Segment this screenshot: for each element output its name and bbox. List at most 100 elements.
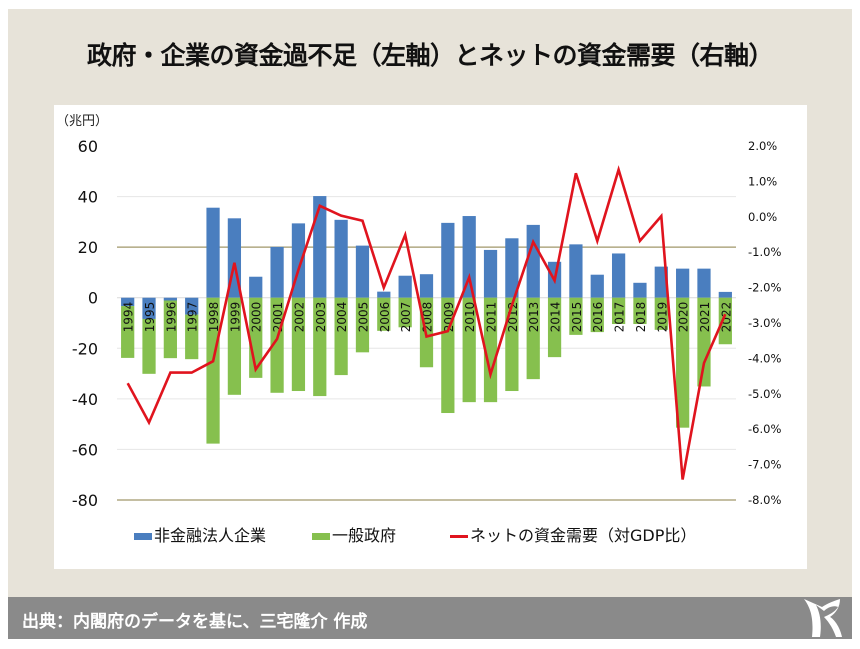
legend-item: 一般政府 bbox=[312, 526, 396, 545]
right-tick-label: -2.0% bbox=[748, 281, 781, 295]
net-demand-line bbox=[126, 165, 727, 480]
bar-corporate bbox=[249, 276, 263, 298]
chart-area: 1994 1995 1996 1997 1998 1999 2000 2001 2002 2003… bbox=[54, 105, 807, 569]
bar-corporate bbox=[505, 238, 519, 298]
bar-corporate bbox=[355, 245, 370, 298]
bar-government bbox=[355, 297, 370, 353]
bar-corporate bbox=[270, 246, 284, 298]
bar-government bbox=[163, 300, 177, 359]
bar-corporate bbox=[334, 219, 348, 298]
x-tick-label: 2011 bbox=[485, 302, 499, 333]
legend-item: 非金融法人企業 bbox=[134, 526, 266, 545]
bar-corporate bbox=[718, 291, 732, 298]
x-tick-label: 2003 bbox=[314, 302, 328, 333]
left-axis-ticks: 60 40 20 0 -20 -40 -60 -80 bbox=[72, 137, 98, 510]
bar-corporate bbox=[654, 266, 668, 298]
bar-government bbox=[569, 297, 583, 335]
monogram-logo-icon bbox=[804, 599, 842, 637]
x-tick-label: 2021 bbox=[698, 302, 712, 333]
bar-corporate bbox=[206, 207, 220, 298]
x-tick-label: 2022 bbox=[719, 302, 733, 333]
x-tick-label: 2020 bbox=[677, 302, 691, 333]
x-tick-label: 2014 bbox=[549, 302, 563, 333]
bar-government bbox=[185, 314, 199, 360]
left-tick-label: -20 bbox=[72, 339, 98, 358]
legend-item: ネットの資金需要（対GDP比） bbox=[450, 526, 696, 545]
bar-corporate bbox=[676, 268, 690, 298]
bar-government bbox=[590, 297, 604, 333]
source-credit: 出典：内閣府のデータを基に、三宅隆介 作成 bbox=[22, 612, 368, 632]
x-tick-label: 2016 bbox=[591, 302, 605, 333]
bar-government bbox=[206, 297, 220, 444]
left-tick-label: -40 bbox=[72, 390, 98, 409]
x-tick-label: 1995 bbox=[143, 302, 157, 333]
bar-government bbox=[505, 297, 519, 392]
x-tick-label: 2004 bbox=[335, 302, 349, 333]
bar-corporate bbox=[313, 196, 327, 298]
x-tick-label: 2013 bbox=[527, 302, 541, 333]
x-tick-label: 1996 bbox=[164, 302, 178, 333]
bar-corporate bbox=[377, 291, 391, 298]
left-tick-label: 0 bbox=[88, 289, 98, 308]
x-tick-label: 2007 bbox=[399, 302, 413, 333]
left-tick-label: 60 bbox=[78, 137, 98, 156]
bar-corporate bbox=[590, 274, 604, 298]
bar-government bbox=[291, 297, 306, 392]
x-tick-label: 1999 bbox=[228, 302, 242, 333]
bar-government bbox=[483, 297, 498, 403]
bar-government bbox=[697, 297, 711, 387]
right-tick-label: -1.0% bbox=[748, 245, 781, 259]
right-tick-label: 2.0% bbox=[748, 139, 777, 153]
legend-label: ネットの資金需要（対GDP比） bbox=[470, 526, 696, 545]
x-tick-label: 2000 bbox=[250, 302, 264, 333]
bar-government bbox=[526, 297, 540, 380]
y-axis-label: （兆円） bbox=[56, 114, 108, 129]
right-tick-label: -3.0% bbox=[748, 316, 781, 330]
x-tick-label: 2002 bbox=[292, 302, 306, 333]
bar-corporate bbox=[483, 249, 498, 298]
left-tick-label: 40 bbox=[78, 188, 98, 207]
bar-government bbox=[121, 306, 135, 358]
x-tick-labels: 1994 1995 1996 1997 1998 1999 2000 2001 2002 2003… bbox=[122, 302, 734, 333]
bar-corporate bbox=[163, 297, 177, 301]
legend-swatch bbox=[450, 535, 468, 538]
legend-label: 一般政府 bbox=[332, 526, 396, 545]
bar-government bbox=[398, 297, 412, 328]
bar-corporate bbox=[569, 244, 583, 298]
bar-government bbox=[676, 297, 690, 428]
left-tick-label: -80 bbox=[72, 491, 98, 510]
right-tick-label: -4.0% bbox=[748, 351, 781, 365]
bar-corporate bbox=[526, 224, 540, 298]
legend-swatch bbox=[312, 533, 330, 540]
legend: 非金融法人企業 一般政府 ネットの資金需要（対GDP比） bbox=[134, 526, 696, 545]
legend-swatch bbox=[134, 533, 152, 540]
bar-government bbox=[313, 297, 327, 397]
x-tick-label: 2005 bbox=[356, 302, 370, 333]
bar-government bbox=[718, 297, 732, 345]
bar-government bbox=[227, 297, 242, 395]
legend-label: 非金融法人企業 bbox=[154, 526, 266, 545]
right-tick-label: -7.0% bbox=[748, 458, 781, 472]
bar-corporate bbox=[441, 222, 455, 298]
bar-government bbox=[270, 297, 284, 393]
x-tick-label: 2018 bbox=[634, 302, 648, 333]
bar-government bbox=[654, 297, 668, 330]
left-tick-label: 20 bbox=[78, 238, 98, 257]
x-tick-label: 2019 bbox=[655, 302, 669, 333]
net-demand-line-group bbox=[126, 165, 727, 480]
chart-title: 政府・企業の資金過不足（左軸）とネットの資金需要（右軸） bbox=[86, 41, 774, 70]
bar-corporate bbox=[697, 268, 711, 298]
bar-corporate bbox=[121, 297, 135, 307]
bar-government bbox=[633, 297, 647, 325]
bar-government bbox=[611, 297, 626, 325]
bar-corporate bbox=[398, 275, 412, 298]
bar-government bbox=[462, 297, 476, 403]
x-tick-label: 2010 bbox=[463, 302, 477, 333]
chart-svg: 1994 1995 1996 1997 1998 1999 2000 2001 2002 2003… bbox=[56, 114, 781, 545]
right-tick-label: 0.0% bbox=[748, 210, 777, 224]
bar-government bbox=[334, 297, 348, 376]
x-tick-label: 2017 bbox=[613, 302, 627, 333]
right-axis-ticks: 2.0% 1.0% 0.0% -1.0% -2.0% -3.0% -4.0% -5.0% -6.… bbox=[748, 139, 781, 507]
x-tick-label: 1997 bbox=[186, 302, 200, 333]
right-tick-label: -8.0% bbox=[748, 493, 781, 507]
